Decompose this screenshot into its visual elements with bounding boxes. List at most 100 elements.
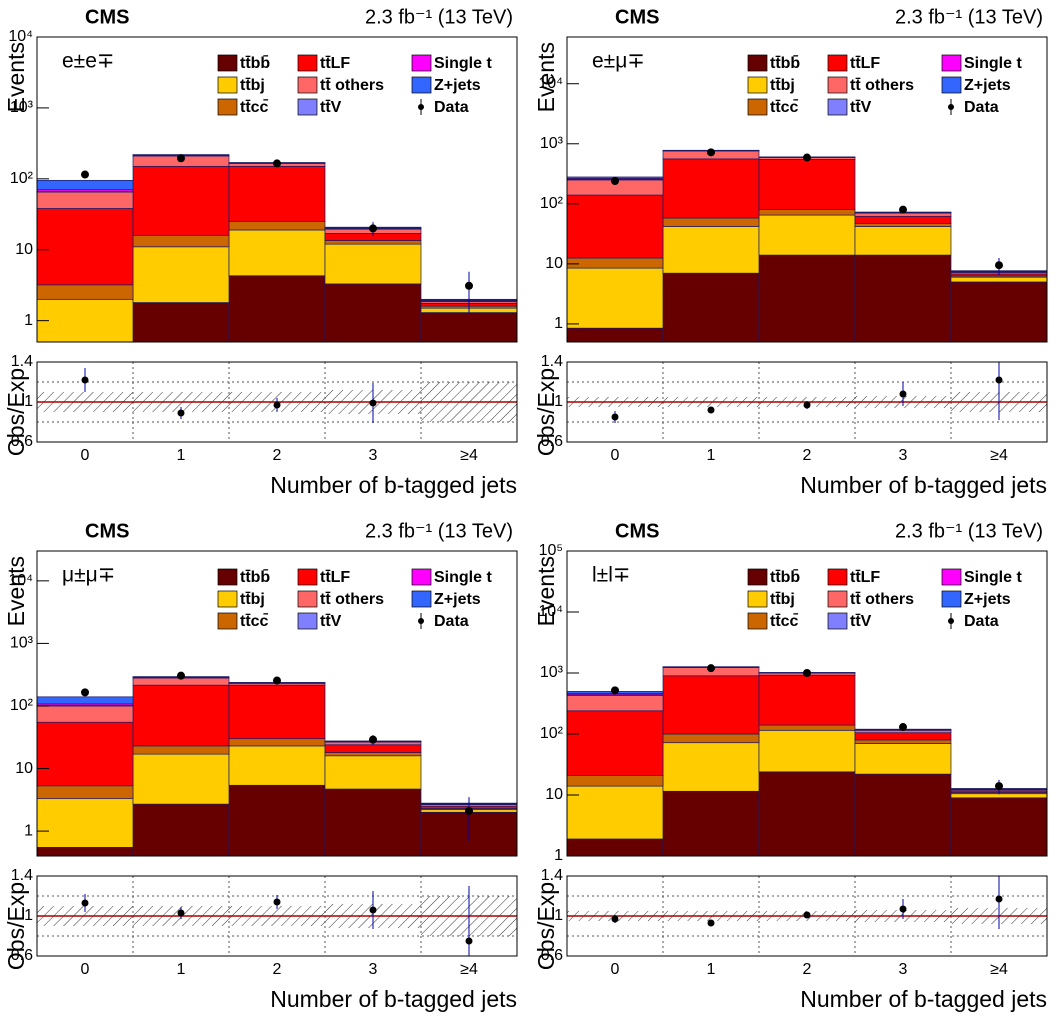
legend-swatch — [747, 568, 768, 586]
stack-segment — [36, 179, 134, 191]
y-axis-label: Events — [3, 556, 29, 626]
legend-swatch — [217, 98, 238, 116]
y-tick-label: 10⁵ — [539, 542, 563, 559]
x-tick-label: 0 — [81, 447, 90, 464]
x-axis-label: Number of b-tagged jets — [800, 472, 1047, 498]
stack-segment — [566, 327, 664, 343]
data-point — [273, 676, 281, 685]
stack-segment — [228, 165, 326, 222]
y-tick-label: 1 — [554, 393, 563, 410]
legend-label: Z+jets — [434, 77, 481, 94]
stack-segment — [566, 785, 664, 840]
x-tick-label: ≥4 — [990, 961, 1008, 978]
legend-label: tt̄LF — [320, 568, 350, 586]
stack-segment — [758, 254, 856, 343]
stack-segment — [758, 724, 856, 731]
ratio-frame — [36, 361, 518, 443]
legend-swatch — [941, 590, 962, 608]
data-point — [995, 782, 1003, 791]
x-tick-label: 1 — [707, 961, 716, 978]
stack-segment — [36, 191, 134, 209]
legend-label: tt̄bb̄ — [770, 53, 800, 72]
stack-segment — [854, 226, 952, 256]
stack-segment — [36, 846, 134, 857]
legend-label: tt̄ others — [320, 76, 384, 94]
y-tick-label: 10 — [545, 255, 563, 272]
x-tick-label: 1 — [707, 447, 716, 464]
ratio-point — [81, 899, 89, 907]
legend-swatch — [827, 590, 848, 608]
plot-frame — [566, 36, 1048, 343]
stack-segment — [758, 729, 856, 773]
stack-segment — [324, 788, 422, 857]
x-tick-label: 2 — [273, 447, 282, 464]
ratio-point — [995, 376, 1003, 384]
stack-segment — [758, 674, 856, 726]
legend-swatch — [827, 612, 848, 630]
y-tick-label: 1.4 — [541, 867, 563, 884]
channel-label: e±μ∓ — [592, 50, 645, 73]
legend-label: tt̄ others — [320, 590, 384, 608]
legend-swatch — [941, 54, 962, 72]
data-point — [465, 806, 473, 815]
legend-label: tt̄bj — [770, 76, 795, 94]
y-tick-label: 10⁴ — [8, 28, 33, 45]
y-tick-label: 10³ — [540, 664, 564, 681]
ratio-point — [803, 401, 811, 409]
plot-frame — [36, 550, 518, 857]
y-tick-label: 1.4 — [11, 353, 33, 370]
legend-label: tt̄cc̄ — [240, 611, 269, 630]
stack-segment — [662, 272, 760, 343]
y-tick-label: 10 — [545, 786, 563, 803]
stack-segment — [132, 246, 230, 303]
stack-segment — [854, 223, 952, 227]
stack-segment — [662, 733, 760, 744]
y-tick-label: 10³ — [10, 99, 34, 116]
stack-segment — [324, 240, 422, 245]
x-tick-label: 3 — [369, 447, 378, 464]
cms-label: CMS — [85, 6, 129, 28]
legend-label: tt̄LF — [850, 568, 880, 586]
y-axis-label: Events — [3, 42, 29, 112]
lumi-label: 2.3 fb⁻¹ (13 TeV) — [895, 520, 1043, 542]
ratio-frame — [566, 875, 1048, 957]
ratio-point — [611, 915, 619, 923]
legend-swatch — [297, 612, 318, 630]
legend-swatch — [827, 76, 848, 94]
data-point — [369, 224, 377, 233]
ratio-point — [899, 390, 907, 398]
legend-swatch — [217, 76, 238, 94]
stack-segment — [662, 742, 760, 792]
legend-swatch — [827, 54, 848, 72]
data-point — [81, 170, 89, 179]
legend-swatch — [297, 568, 318, 586]
y-tick-label: 1 — [554, 907, 563, 924]
legend-label: tt̄LF — [850, 54, 880, 72]
legend-label: tt̄V — [320, 612, 342, 630]
legend-label: tt̄V — [850, 98, 872, 116]
ratio-point — [995, 895, 1003, 903]
channel-label: μ±μ∓ — [62, 564, 115, 587]
legend-label: Z+jets — [964, 591, 1011, 608]
stack-segment — [662, 158, 760, 219]
stack-segment — [36, 705, 134, 723]
y-tick-label: 0.6 — [541, 947, 563, 964]
data-point — [611, 176, 619, 185]
x-axis-label: Number of b-tagged jets — [800, 986, 1047, 1012]
legend-data-dot — [418, 104, 424, 110]
y-tick-label: 10² — [10, 170, 34, 187]
plot-frame — [36, 36, 518, 343]
x-tick-label: 2 — [273, 961, 282, 978]
stack-segment — [228, 745, 326, 786]
stack-segment — [566, 838, 664, 857]
x-tick-label: 3 — [899, 447, 908, 464]
stack-segment — [228, 229, 326, 277]
legend-swatch — [747, 612, 768, 630]
legend-swatch — [297, 590, 318, 608]
stack-segment — [132, 234, 230, 248]
stack-segment — [132, 165, 230, 236]
stack-segment — [36, 298, 134, 343]
legend-swatch — [747, 76, 768, 94]
